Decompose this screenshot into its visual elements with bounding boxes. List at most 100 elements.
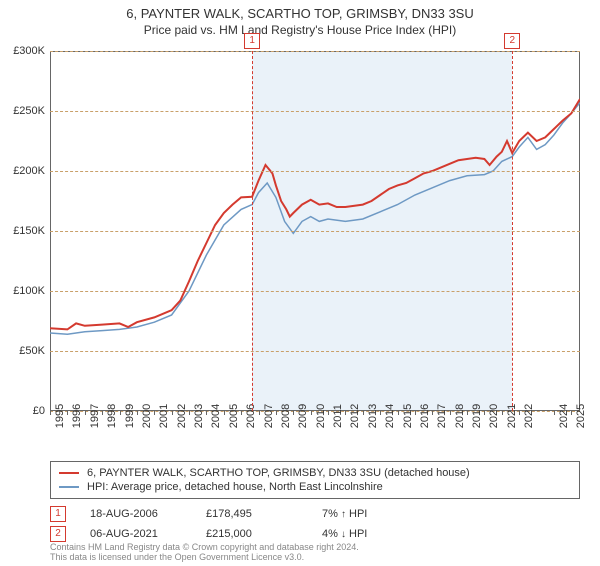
gridline-h	[50, 111, 580, 112]
x-axis-tick	[415, 411, 416, 415]
x-axis-label: 1999	[124, 404, 136, 428]
x-axis-label: 2001	[158, 404, 170, 428]
y-axis-label: £200K	[13, 165, 45, 177]
x-axis-label: 2013	[367, 404, 379, 428]
chart-title: 6, PAYNTER WALK, SCARTHO TOP, GRIMSBY, D…	[0, 6, 600, 21]
x-axis-tick	[380, 411, 381, 415]
x-axis-tick	[467, 411, 468, 415]
plot-area: £0£50K£100K£150K£200K£250K£300K199519961…	[50, 51, 580, 411]
event-delta: 4% ↓ HPI	[322, 528, 367, 540]
y-axis-label: £250K	[13, 105, 45, 117]
event-price: £215,000	[206, 528, 298, 540]
x-axis-tick	[172, 411, 173, 415]
x-axis-tick	[276, 411, 277, 415]
x-axis-tick	[328, 411, 329, 415]
x-axis-tick	[398, 411, 399, 415]
gridline-h	[50, 291, 580, 292]
event-marker-line	[252, 51, 253, 411]
event-table: 1 18-AUG-2006 £178,495 7% ↑ HPI 2 06-AUG-2021…	[50, 504, 367, 544]
x-axis-tick	[519, 411, 520, 415]
y-axis-label: £100K	[13, 285, 45, 297]
gridline-h	[50, 351, 580, 352]
x-axis-label: 2003	[193, 404, 205, 428]
event-price: £178,495	[206, 508, 298, 520]
x-axis-label: 2010	[315, 404, 327, 428]
x-axis-label: 2017	[436, 404, 448, 428]
event-marker-badge: 1	[244, 33, 260, 49]
x-axis-label: 2005	[228, 404, 240, 428]
event-delta: 7% ↑ HPI	[322, 508, 367, 520]
x-axis-tick	[224, 411, 225, 415]
x-axis-tick	[241, 411, 242, 415]
x-axis-label: 2019	[471, 404, 483, 428]
x-axis-label: 2004	[210, 404, 222, 428]
x-axis-tick	[189, 411, 190, 415]
x-axis-label: 2008	[280, 404, 292, 428]
x-axis-tick	[450, 411, 451, 415]
x-axis-tick	[85, 411, 86, 415]
x-axis-label: 2015	[402, 404, 414, 428]
footer-line-2: This data is licensed under the Open Gov…	[50, 552, 359, 562]
legend-label: 6, PAYNTER WALK, SCARTHO TOP, GRIMSBY, D…	[87, 467, 470, 479]
event-marker-line	[512, 51, 513, 411]
x-axis-label: 2022	[523, 404, 535, 428]
x-axis-label: 1995	[54, 404, 66, 428]
event-number-badge: 2	[50, 526, 66, 542]
x-axis-tick	[67, 411, 68, 415]
x-axis-tick	[293, 411, 294, 415]
x-axis-tick	[50, 411, 51, 415]
event-date: 18-AUG-2006	[90, 508, 182, 520]
x-axis-label: 2012	[349, 404, 361, 428]
x-axis-label: 2000	[141, 404, 153, 428]
price-paid-line	[50, 99, 580, 329]
x-axis-tick	[571, 411, 572, 415]
gridline-h	[50, 231, 580, 232]
footer-line-1: Contains HM Land Registry data © Crown c…	[50, 542, 359, 552]
x-axis-tick	[206, 411, 207, 415]
x-axis-tick	[502, 411, 503, 415]
gridline-h	[50, 171, 580, 172]
y-axis-label: £50K	[19, 345, 45, 357]
y-axis-label: £150K	[13, 225, 45, 237]
x-axis-label: 2020	[488, 404, 500, 428]
event-marker-badge: 2	[504, 33, 520, 49]
x-axis-tick	[259, 411, 260, 415]
legend: 6, PAYNTER WALK, SCARTHO TOP, GRIMSBY, D…	[50, 461, 580, 499]
x-axis-label: 2025	[575, 404, 587, 428]
x-axis-tick	[102, 411, 103, 415]
x-axis-label: 2016	[419, 404, 431, 428]
x-axis-label: 2024	[558, 404, 570, 428]
x-axis-label: 2007	[263, 404, 275, 428]
x-axis-label: 2018	[454, 404, 466, 428]
x-axis-label: 2011	[332, 404, 344, 428]
event-number-badge: 1	[50, 506, 66, 522]
x-axis-tick	[154, 411, 155, 415]
y-axis-label: £0	[33, 405, 45, 417]
legend-item: 6, PAYNTER WALK, SCARTHO TOP, GRIMSBY, D…	[59, 466, 571, 480]
x-axis-tick	[120, 411, 121, 415]
x-axis-label: 2009	[297, 404, 309, 428]
x-axis-label: 1997	[89, 404, 101, 428]
x-axis-label: 2002	[176, 404, 188, 428]
x-axis-tick	[363, 411, 364, 415]
y-axis-label: £300K	[13, 45, 45, 57]
legend-swatch	[59, 472, 79, 474]
x-axis-label: 2014	[384, 404, 396, 428]
chart-container: 6, PAYNTER WALK, SCARTHO TOP, GRIMSBY, D…	[0, 6, 600, 566]
x-axis-tick	[432, 411, 433, 415]
x-axis-tick	[554, 411, 555, 415]
legend-item: HPI: Average price, detached house, Nort…	[59, 480, 571, 494]
hpi-line	[50, 103, 580, 335]
event-date: 06-AUG-2021	[90, 528, 182, 540]
x-axis-label: 1996	[71, 404, 83, 428]
event-row: 2 06-AUG-2021 £215,000 4% ↓ HPI	[50, 524, 367, 544]
x-axis-tick	[311, 411, 312, 415]
gridline-h	[50, 51, 580, 52]
legend-swatch	[59, 486, 79, 488]
event-row: 1 18-AUG-2006 £178,495 7% ↑ HPI	[50, 504, 367, 524]
x-axis-label: 1998	[106, 404, 118, 428]
legend-label: HPI: Average price, detached house, Nort…	[87, 481, 383, 493]
x-axis-tick	[345, 411, 346, 415]
x-axis-tick	[484, 411, 485, 415]
x-axis-tick	[137, 411, 138, 415]
